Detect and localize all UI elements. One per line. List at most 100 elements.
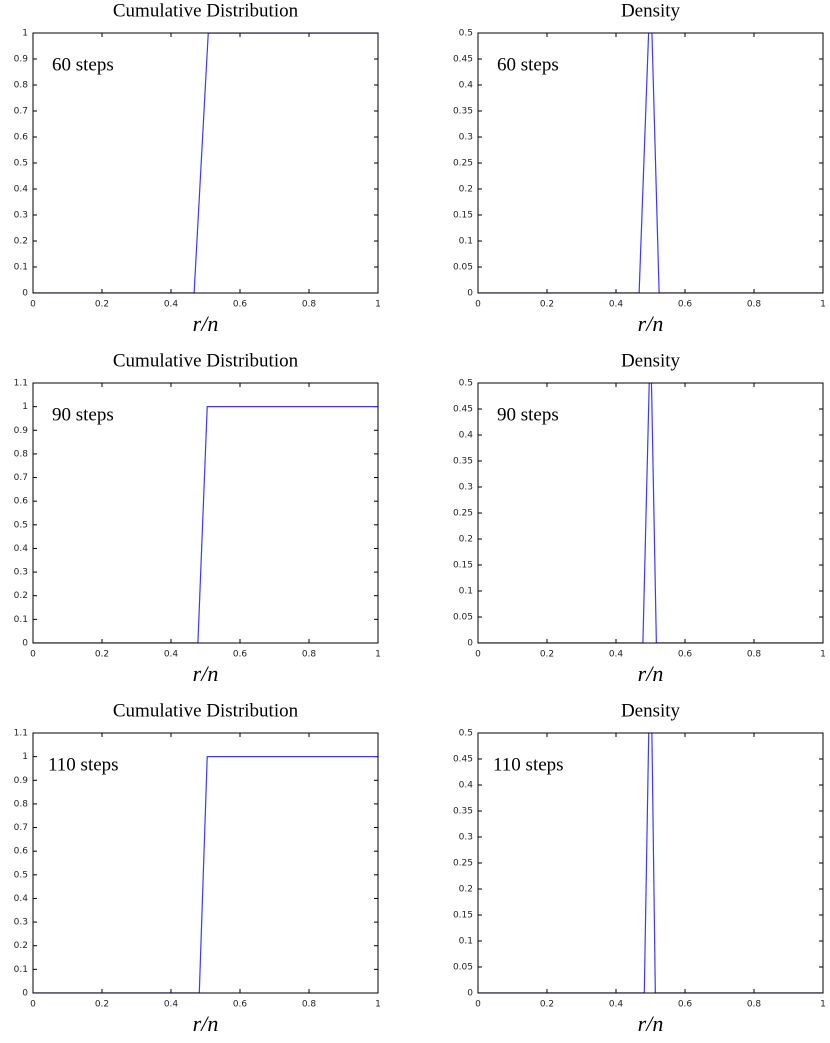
- y-tick-label: 1: [22, 29, 28, 39]
- chart-title: Cumulative Distribution: [113, 700, 299, 721]
- x-tick-label: 0.4: [609, 650, 624, 660]
- y-tick-label: 0.4: [459, 81, 474, 91]
- y-tick-label: 0.15: [453, 561, 473, 571]
- x-tick-label: 0.2: [95, 1000, 109, 1010]
- y-tick-label: 0.1: [459, 587, 473, 597]
- x-tick-label: 0.2: [540, 300, 554, 310]
- x-tick-label: 0.2: [540, 1000, 554, 1010]
- subplot: Cumulative Distribution 0 0.2 0.4 0.6 0.8 1 0 0.…: [14, 350, 381, 686]
- x-tick-label: 0.8: [302, 650, 317, 660]
- x-axis-label: r/n: [638, 311, 664, 336]
- y-tick-label: 0.4: [14, 544, 29, 554]
- y-tick-label: 0: [467, 289, 473, 299]
- y-tick-label: 1: [22, 752, 28, 762]
- y-tick-label: 0.1: [14, 263, 28, 273]
- y-tick-label: 0.2: [14, 941, 28, 951]
- y-tick-label: 0.4: [14, 185, 29, 195]
- y-tick-label: 0.7: [14, 473, 28, 483]
- x-tick-label: 0.2: [540, 650, 554, 660]
- y-tick-label: 0.4: [459, 781, 474, 791]
- chart-title: Density: [621, 350, 681, 371]
- y-tick-label: 0: [467, 989, 473, 999]
- data-line: [33, 756, 378, 993]
- y-tick-label: 0.7: [14, 823, 28, 833]
- x-tick-label: 0.8: [747, 1000, 762, 1010]
- y-tick-label: 0.6: [14, 847, 29, 857]
- y-tick-label: 0.2: [14, 237, 28, 247]
- subplot: Density 0 0.2 0.4 0.6 0.8 1 0 0.05 0.1 0.15 0.2 0.25…: [453, 700, 826, 1036]
- y-tick-label: 0.3: [14, 918, 28, 928]
- x-tick-label: 0.8: [747, 300, 762, 310]
- plot-frame: [477, 32, 824, 294]
- x-tick-label: 0.2: [95, 300, 109, 310]
- x-tick-label: 0.4: [164, 650, 179, 660]
- y-tick-label: 0.3: [14, 568, 28, 578]
- x-axis-label: r/n: [193, 311, 219, 336]
- y-tick-label: 1.1: [14, 379, 28, 389]
- chart-title: Cumulative Distribution: [113, 350, 299, 371]
- y-tick-label: 0.3: [459, 833, 473, 843]
- y-tick-label: 0.45: [453, 405, 473, 415]
- plot-frame: [32, 382, 379, 644]
- y-tick-label: 0.3: [459, 483, 473, 493]
- y-tick-label: 0.9: [14, 426, 29, 436]
- plot-frame: [477, 382, 824, 644]
- y-tick-label: 0.35: [453, 107, 473, 117]
- data-line: [33, 33, 378, 293]
- annotation: 60 steps: [497, 54, 559, 75]
- y-tick-label: 0.15: [453, 911, 473, 921]
- y-tick-label: 0.2: [459, 185, 473, 195]
- chart-title: Density: [621, 700, 681, 721]
- subplot: Density 0 0.2 0.4 0.6 0.8 1 0 0.05 0.1 0.15 0.2 0.25…: [453, 0, 826, 336]
- x-tick-label: 0: [475, 300, 481, 310]
- y-tick-label: 0.1: [14, 965, 28, 975]
- y-tick-label: 0.2: [14, 591, 28, 601]
- data-line: [33, 406, 378, 643]
- y-tick-label: 0.8: [14, 81, 29, 91]
- y-tick-label: 0.3: [14, 211, 28, 221]
- plot-frame: [477, 732, 824, 994]
- x-tick-label: 1: [375, 1000, 381, 1010]
- x-tick-label: 1: [375, 300, 381, 310]
- x-axis-label: r/n: [638, 1011, 664, 1036]
- annotation: 90 steps: [52, 404, 114, 425]
- annotation: 60 steps: [52, 54, 114, 75]
- x-tick-label: 0.6: [678, 1000, 693, 1010]
- y-tick-label: 0.25: [453, 859, 473, 869]
- y-tick-label: 0.6: [14, 497, 29, 507]
- x-tick-label: 0: [30, 300, 36, 310]
- y-tick-label: 0.8: [14, 799, 29, 809]
- x-tick-label: 0: [30, 650, 36, 660]
- x-axis-label: r/n: [638, 661, 664, 686]
- y-tick-label: 0.8: [14, 449, 29, 459]
- y-tick-label: 0.5: [459, 29, 473, 39]
- annotation: 110 steps: [48, 754, 119, 775]
- x-tick-label: 0: [475, 1000, 481, 1010]
- x-tick-label: 0.6: [233, 300, 248, 310]
- data-line: [478, 33, 823, 293]
- y-tick-label: 0.1: [14, 615, 28, 625]
- y-tick-label: 0.4: [14, 894, 29, 904]
- y-tick-label: 0.1: [459, 237, 473, 247]
- x-tick-label: 0.6: [233, 1000, 248, 1010]
- x-tick-label: 0.8: [302, 300, 317, 310]
- y-tick-label: 0.5: [14, 870, 28, 880]
- y-tick-label: 0.25: [453, 509, 473, 519]
- y-tick-label: 0.4: [459, 431, 474, 441]
- x-tick-label: 1: [820, 650, 826, 660]
- y-tick-label: 0.05: [453, 263, 473, 273]
- y-tick-label: 0.1: [459, 937, 473, 947]
- y-tick-label: 0.05: [453, 613, 473, 623]
- x-tick-label: 0.4: [609, 300, 624, 310]
- y-tick-label: 0.2: [459, 885, 473, 895]
- x-tick-label: 1: [820, 300, 826, 310]
- x-tick-label: 0.6: [233, 650, 248, 660]
- y-tick-label: 0: [467, 639, 473, 649]
- subplot: Cumulative Distribution 0 0.2 0.4 0.6 0.8 1 0 0.…: [14, 700, 381, 1036]
- x-tick-label: 0.6: [678, 650, 693, 660]
- x-tick-label: 0.8: [747, 650, 762, 660]
- y-tick-label: 0.2: [459, 535, 473, 545]
- annotation: 90 steps: [497, 404, 559, 425]
- data-line: [478, 383, 823, 643]
